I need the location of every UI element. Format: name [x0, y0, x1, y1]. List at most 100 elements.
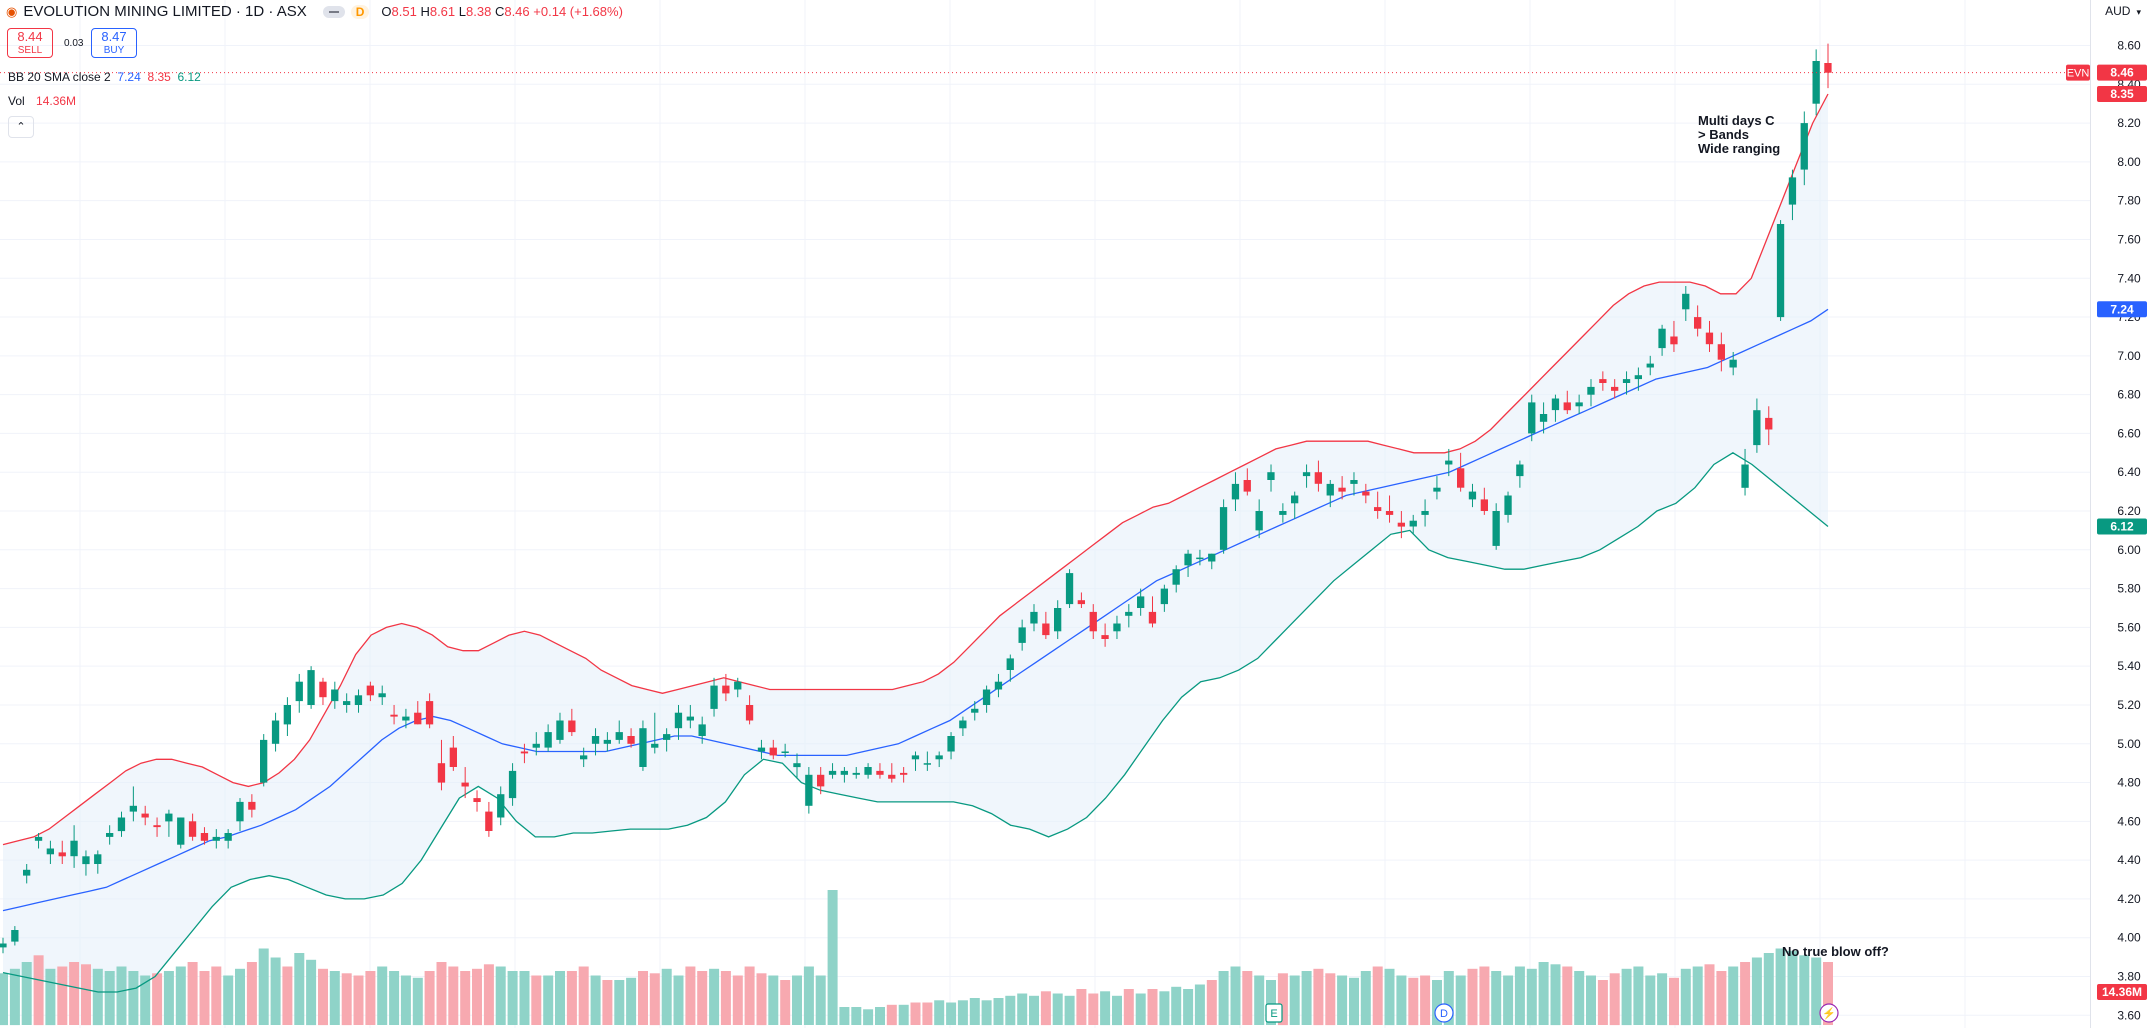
candle	[935, 751, 943, 768]
candle-body	[1291, 495, 1299, 504]
buy-button[interactable]: 8.47 BUY	[91, 28, 137, 58]
candle	[0, 937, 7, 954]
candle-body	[106, 833, 114, 837]
volume-bar	[365, 971, 376, 1025]
currency-selector[interactable]: AUD ▾	[2105, 4, 2141, 18]
candle	[591, 728, 600, 756]
candle-body	[188, 821, 197, 837]
candle	[639, 720, 647, 771]
annotation-blow-off[interactable]: No true blow off?	[1782, 944, 1889, 959]
volume-bar	[1538, 962, 1549, 1025]
volume-bar	[1277, 973, 1288, 1026]
volume-bar	[116, 966, 127, 1025]
annotation-multi-days[interactable]: Multi days C > Bands Wide ranging	[1698, 114, 1780, 156]
candle	[1800, 111, 1808, 186]
volume-bar	[1503, 975, 1514, 1025]
candle-body	[900, 772, 908, 775]
volume-bar	[792, 975, 802, 1025]
candle-body	[591, 736, 600, 744]
sell-button[interactable]: 8.44 SELL	[7, 28, 53, 58]
candle-body	[200, 833, 209, 841]
candle	[1208, 553, 1216, 570]
candle-body	[1457, 468, 1465, 488]
candle-body	[331, 689, 339, 702]
annotation-line: Wide ranging	[1698, 141, 1781, 156]
candle	[200, 827, 209, 845]
chart-header: ◉ EVOLUTION MINING LIMITED · 1D · ASX D …	[6, 3, 623, 20]
currency-label: AUD	[2105, 4, 2131, 18]
candle-body	[1160, 588, 1168, 605]
volume-bar	[1301, 971, 1312, 1025]
volume-bar	[1455, 975, 1466, 1025]
volume-bar	[1740, 962, 1751, 1025]
candle	[1409, 514, 1417, 535]
candle-body	[1350, 480, 1358, 484]
volume-bar	[1692, 966, 1703, 1025]
dividend-badge[interactable]: D	[350, 4, 370, 19]
volume-legend[interactable]: Vol 14.36M	[8, 94, 76, 108]
candle	[1480, 487, 1488, 515]
candle	[745, 695, 754, 725]
volume-bar	[69, 962, 80, 1025]
marker-glyph: ⚡	[1822, 1007, 1836, 1020]
candle-body	[1705, 332, 1714, 345]
candle-body	[378, 693, 386, 698]
candle-body	[1065, 573, 1074, 605]
candle	[1338, 476, 1346, 500]
candle-body	[295, 681, 303, 702]
candle	[331, 681, 339, 709]
candle	[295, 673, 303, 713]
bb-legend[interactable]: BB 20 SMA close 2 7.24 8.35 6.12	[8, 70, 201, 84]
volume-bar	[223, 975, 234, 1025]
volume-bar	[875, 1007, 885, 1025]
volume-bar	[472, 968, 482, 1026]
volume-bar	[863, 1009, 874, 1026]
candle-body	[734, 681, 742, 690]
candle	[248, 794, 256, 818]
candle-body	[1634, 375, 1642, 380]
visibility-eye-icon[interactable]: ◉	[6, 3, 18, 19]
ohlc-readout: O8.51 H8.61 L8.38 C8.46 +0.14 (+1.68%)	[381, 4, 623, 19]
candle-body	[1812, 61, 1820, 104]
volume-bar	[566, 971, 577, 1025]
y-tick-label: 3.60	[2117, 1008, 2141, 1022]
y-tick-label: 6.00	[2117, 543, 2141, 557]
candle-body	[1089, 611, 1097, 632]
volume-bar	[1586, 975, 1596, 1025]
volume-bar	[104, 971, 115, 1025]
candle	[1776, 220, 1785, 321]
candle	[1219, 499, 1228, 554]
buy-label: BUY	[103, 45, 125, 56]
candle	[1694, 305, 1702, 337]
volume-bar	[128, 971, 139, 1025]
candle-body	[283, 705, 291, 725]
candle	[1243, 468, 1251, 496]
candle-body	[1670, 336, 1678, 345]
collapse-legend-button[interactable]: ⌃	[8, 116, 34, 138]
volume-bar	[1443, 971, 1454, 1025]
toggle-icon[interactable]	[322, 5, 345, 18]
candle	[1065, 569, 1074, 608]
candle	[390, 704, 398, 725]
candle-body	[876, 770, 884, 775]
candle	[1030, 604, 1038, 632]
bb-lower-value: 6.12	[177, 70, 201, 84]
bb-mid-line	[2, 308, 1829, 912]
candle-body	[1302, 472, 1311, 477]
candle	[876, 763, 884, 779]
candle-body	[508, 770, 517, 799]
candle	[793, 753, 801, 779]
candle	[1137, 588, 1145, 616]
chevron-down-icon: ▾	[2136, 7, 2141, 17]
candle	[1184, 549, 1192, 577]
y-tick-label: 6.40	[2117, 465, 2141, 479]
candle-body	[971, 708, 979, 713]
symbol-title[interactable]: EVOLUTION MINING LIMITED · 1D · ASX	[23, 3, 307, 20]
volume-bar	[1159, 991, 1170, 1026]
volume-bar	[1289, 975, 1300, 1025]
candle	[260, 734, 268, 787]
candle	[1433, 476, 1441, 500]
bb-lower-line	[2, 452, 1829, 993]
y-tick-label: 7.80	[2117, 194, 2141, 208]
